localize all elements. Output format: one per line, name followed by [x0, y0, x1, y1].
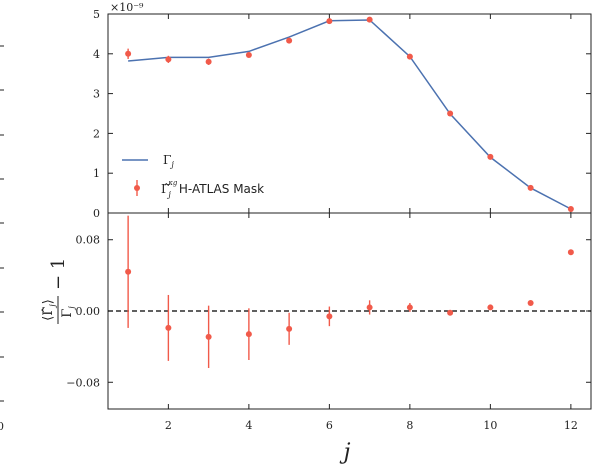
y-label-suffix: − 1: [48, 258, 69, 290]
top-data-point: [447, 110, 454, 117]
top-y-tick-label: 5: [93, 8, 100, 21]
bottom-data-point: [527, 299, 534, 306]
bottom-data-point: [326, 313, 333, 320]
bottom-data-point: [567, 249, 574, 256]
legend-measurement-subscript: j: [166, 190, 171, 199]
left-edge-tick-label: 0: [0, 420, 4, 433]
legend: Γj Γ̂κg j H-ATLAS Mask: [122, 153, 264, 199]
bottom-data-point: [245, 331, 252, 338]
bottom-y-tick-label: 0.08: [76, 234, 101, 247]
bottom-data-point: [487, 304, 494, 311]
y-axis-label: ⟨Γ̂j⟩ Γj − 1: [41, 258, 76, 324]
top-data-point: [326, 18, 333, 25]
top-data-point: [286, 37, 293, 44]
bottom-data-point: [366, 304, 373, 311]
top-data-point: [487, 153, 494, 160]
bottom-x-tick-label: 2: [165, 419, 172, 432]
bottom-x-tick-label: 12: [564, 419, 578, 432]
legend-measurement-superscript: κg: [167, 179, 178, 187]
top-data-point: [406, 53, 413, 60]
top-y-tick-label: 2: [93, 127, 100, 140]
top-y-tick-label: 0: [93, 207, 100, 220]
bottom-data-point: [286, 325, 293, 332]
bottom-x-tick-label: 6: [326, 419, 333, 432]
legend-measurement-suffix: H-ATLAS Mask: [179, 182, 264, 196]
legend-model-subscript: j: [169, 160, 174, 169]
series-line-gamma: [128, 19, 572, 210]
bottom-data-point: [205, 333, 212, 340]
bottom-data-point: [447, 309, 454, 316]
bottom-data-point: [125, 268, 132, 275]
top-y-tick-label: 3: [93, 88, 100, 101]
top-y-tick-label: 4: [93, 48, 100, 61]
top-data-point: [567, 206, 574, 213]
legend-label-model: Γj: [163, 153, 174, 169]
top-data-point: [245, 51, 252, 58]
top-data-point: [366, 16, 373, 23]
legend-label-measurement: Γ̂κg j H-ATLAS Mask: [161, 179, 264, 199]
bottom-x-tick-label: 8: [406, 419, 413, 432]
top-data-point: [205, 58, 212, 65]
bottom-data-point: [165, 324, 172, 331]
legend-measurement-symbol: Γ̂: [161, 182, 169, 196]
top-data-point: [527, 184, 534, 191]
bottom-x-tick-label: 10: [483, 419, 497, 432]
x-axis-label: j: [339, 440, 351, 465]
y-exponent-label: ×10⁻⁹: [110, 1, 144, 14]
legend-model-symbol: Γ: [163, 153, 171, 167]
bottom-y-tick-label: −0.08: [66, 376, 100, 389]
top-data-point: [165, 56, 172, 63]
bottom-y-tick-label: 0.00: [76, 305, 101, 318]
top-y-tick-label: 1: [93, 167, 100, 180]
top-data-point: [125, 50, 132, 57]
bottom-data-point: [406, 304, 413, 311]
y-label-numerator: ⟨Γ̂j⟩: [41, 299, 57, 321]
bottom-x-tick-label: 4: [245, 419, 252, 432]
y-label-denominator: Γj: [60, 306, 76, 318]
legend-marker-swatch: [134, 185, 140, 191]
